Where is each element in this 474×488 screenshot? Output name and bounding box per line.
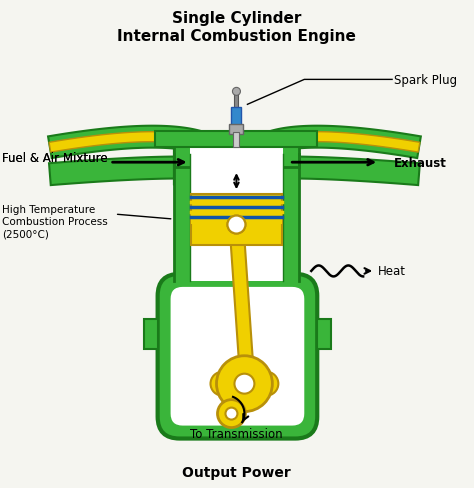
Circle shape	[228, 216, 246, 234]
Bar	[190, 155, 283, 282]
Circle shape	[228, 216, 246, 234]
Text: To Transmission: To Transmission	[190, 427, 283, 440]
Polygon shape	[49, 157, 219, 186]
Bar	[173, 155, 190, 282]
Circle shape	[232, 88, 240, 96]
Bar	[283, 155, 299, 282]
Bar	[231, 108, 241, 130]
Polygon shape	[229, 224, 254, 369]
Text: Output Power: Output Power	[182, 466, 291, 480]
Polygon shape	[173, 140, 231, 186]
Bar	[235, 92, 238, 110]
Polygon shape	[49, 132, 221, 156]
Polygon shape	[222, 373, 266, 395]
Text: Exhaust: Exhaust	[394, 156, 447, 169]
Bar	[317, 319, 331, 349]
Polygon shape	[236, 368, 255, 385]
Bar	[144, 319, 158, 349]
Bar	[234, 133, 239, 148]
Text: Heat: Heat	[378, 265, 406, 278]
Text: Fuel & Air Mixture: Fuel & Air Mixture	[2, 151, 108, 164]
Polygon shape	[48, 126, 225, 161]
Bar	[229, 125, 244, 135]
Bar	[191, 213, 283, 224]
FancyBboxPatch shape	[171, 287, 304, 426]
Bar	[155, 132, 317, 148]
Text: Internal Combustion Engine: Internal Combustion Engine	[117, 28, 356, 43]
Text: Single Cylinder: Single Cylinder	[172, 11, 301, 25]
Polygon shape	[227, 382, 249, 416]
Polygon shape	[251, 132, 420, 156]
Text: Fuel & Air Mixture: Fuel & Air Mixture	[2, 151, 108, 164]
Text: Spark Plug: Spark Plug	[394, 74, 457, 87]
Bar	[190, 140, 283, 168]
Circle shape	[218, 400, 246, 427]
Circle shape	[255, 372, 278, 396]
Circle shape	[217, 356, 273, 412]
Polygon shape	[241, 140, 299, 186]
Text: High Temperature
Combustion Process
(2500°C): High Temperature Combustion Process (250…	[2, 204, 108, 240]
Circle shape	[235, 374, 255, 394]
FancyBboxPatch shape	[158, 274, 317, 439]
Bar	[191, 195, 283, 245]
Circle shape	[210, 372, 235, 396]
Bar	[173, 140, 299, 168]
Polygon shape	[253, 157, 420, 186]
Circle shape	[226, 408, 237, 420]
Polygon shape	[247, 126, 421, 160]
